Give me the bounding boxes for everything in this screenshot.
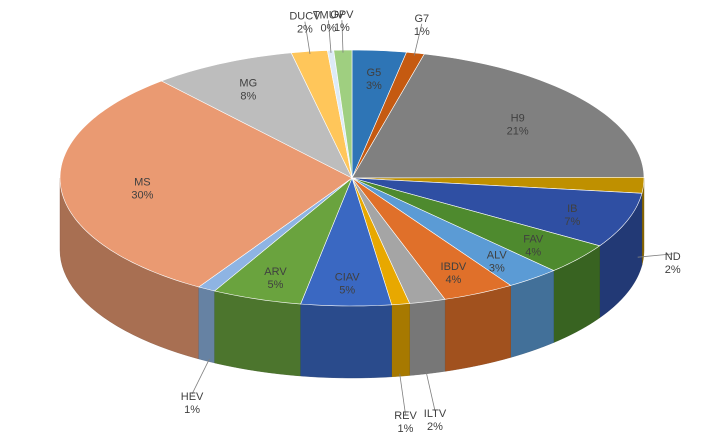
data-label-tmuv: TMUV (313, 9, 345, 21)
data-label-arv: ARV (264, 266, 287, 278)
pie-slice-ducv (290, 50, 353, 179)
pie-slice-mg (160, 52, 353, 179)
pie-slice-ms (59, 80, 353, 288)
data-label-pct-ms: 30% (131, 189, 153, 201)
data-label-pct-mg: 8% (240, 90, 256, 102)
data-label-pct-ib: 7% (564, 216, 580, 228)
leader-nd (637, 253, 673, 258)
data-label-pct-iltv: 2% (427, 421, 443, 433)
data-label-pct-gpv: 1% (334, 22, 350, 34)
data-label-pct-rev: 1% (398, 423, 414, 435)
data-label-pct-fav: 4% (525, 247, 541, 259)
data-label-ms: MS (134, 176, 151, 188)
data-label-nd: ND (665, 251, 681, 263)
leader-rev (399, 373, 406, 415)
pie-top-layer (59, 49, 645, 307)
data-label-pct-alv: 3% (489, 262, 505, 274)
data-label-hev: HEV (181, 391, 204, 403)
pie-slice-arv (213, 177, 353, 305)
pie-slice-alv (351, 177, 555, 286)
data-label-g7: G7 (414, 13, 429, 25)
pie-side-hev (198, 286, 215, 364)
data-label-pct-ibdv: 4% (445, 274, 461, 286)
data-label-alv: ALV (487, 249, 508, 261)
pie-side-rev (391, 303, 410, 378)
data-label-pct-nd: 2% (665, 264, 681, 276)
leader-iltv (425, 371, 436, 411)
data-label-pct-g5: 3% (366, 80, 382, 92)
pie-side-ciav (300, 303, 392, 379)
data-label-g5: G5 (367, 67, 382, 79)
data-label-ib: IB (567, 203, 577, 215)
leader-hev (191, 358, 210, 395)
data-label-rev: REV (394, 410, 417, 422)
pie-slice-h9 (351, 53, 645, 179)
pie-side-arv (214, 290, 301, 377)
pie-slice-ibdv (351, 177, 512, 300)
data-label-h9: H9 (511, 112, 525, 124)
data-label-pct-h9: 21% (507, 125, 529, 137)
data-label-pct-ciav: 5% (339, 284, 355, 296)
pie-side-iltv (409, 299, 446, 376)
data-label-mg: MG (239, 77, 257, 89)
data-label-fav: FAV (523, 234, 544, 246)
data-label-ibdv: IBDV (441, 261, 467, 273)
data-label-gpv: GPV (330, 9, 354, 21)
data-label-pct-arv: 5% (268, 279, 284, 291)
pie-side-ibdv (444, 285, 511, 372)
leader-lines (191, 20, 673, 415)
data-label-pct-hev: 1% (184, 404, 200, 416)
leader-g7 (413, 23, 423, 56)
data-label-pct-g7: 1% (414, 26, 430, 38)
leader-tmuv (328, 20, 332, 53)
pie-side-layer (59, 177, 645, 379)
data-label-ducv: DUCV (289, 11, 321, 23)
pie-slice-iltv (351, 177, 446, 304)
leader-ducv (304, 21, 311, 54)
data-labels: G53%G71%H921%ND2%IB7%FAV4%ALV3%IBDV4%ILT… (131, 9, 680, 435)
pie-slice-fav (351, 177, 601, 271)
data-label-iltv: ILTV (424, 408, 447, 420)
data-label-ciav: CIAV (335, 271, 361, 283)
data-label-pct-tmuv: 0% (320, 22, 336, 34)
data-label-pct-ducv: 2% (297, 24, 313, 36)
pie-slice-ib (351, 177, 643, 247)
pie-slice-ciav (300, 177, 393, 307)
leader-gpv (341, 20, 344, 53)
